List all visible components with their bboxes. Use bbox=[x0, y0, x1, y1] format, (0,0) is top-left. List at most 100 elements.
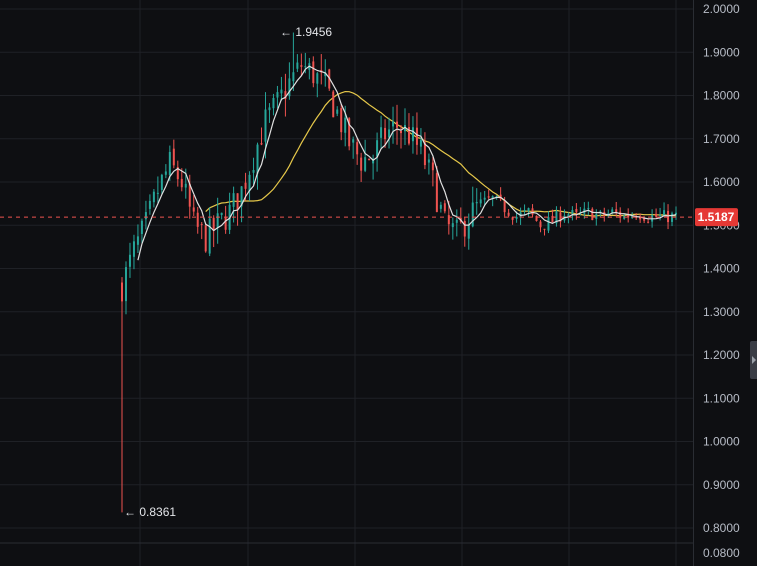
candle-body bbox=[144, 212, 147, 220]
candle-body bbox=[188, 183, 191, 207]
candle-body bbox=[276, 92, 279, 98]
candle-body bbox=[463, 220, 466, 237]
candle-body bbox=[539, 221, 542, 228]
candle-body bbox=[292, 72, 295, 82]
candle-body bbox=[248, 174, 251, 191]
candle-body bbox=[220, 212, 223, 216]
candle-body bbox=[216, 213, 219, 228]
candle-body bbox=[348, 118, 351, 147]
candle-body bbox=[236, 193, 239, 210]
candle-body bbox=[380, 127, 383, 138]
candle-body bbox=[551, 215, 554, 223]
candle-body bbox=[443, 203, 446, 212]
current-price-label: 1.5187 bbox=[698, 210, 735, 224]
candle-body bbox=[268, 107, 271, 111]
candle-body bbox=[224, 216, 227, 230]
y-tick-label: 1.3000 bbox=[703, 305, 740, 319]
candle-body bbox=[647, 221, 650, 223]
candle-body bbox=[344, 117, 347, 133]
candle-body bbox=[324, 72, 327, 77]
candlestick-series bbox=[121, 32, 678, 513]
candle-body bbox=[619, 211, 622, 218]
candle-body bbox=[547, 217, 550, 231]
candle-body bbox=[260, 143, 263, 145]
candle-body bbox=[471, 202, 474, 227]
candle-body bbox=[431, 162, 434, 171]
candle-body bbox=[479, 199, 482, 204]
y-tick-label: 1.6000 bbox=[703, 175, 740, 189]
candle-body bbox=[240, 186, 243, 207]
candle-body bbox=[192, 207, 195, 212]
candle-body bbox=[164, 171, 167, 175]
candle-body bbox=[312, 61, 315, 84]
candle-body bbox=[356, 142, 359, 155]
candle-body bbox=[515, 217, 518, 219]
y-tick-label: 1.8000 bbox=[703, 89, 740, 103]
candle-body bbox=[487, 196, 490, 198]
candle-body bbox=[415, 127, 418, 145]
candle-body bbox=[543, 228, 546, 230]
candle-body bbox=[643, 218, 646, 221]
candle-body bbox=[507, 212, 510, 216]
candle-body bbox=[172, 148, 175, 166]
chart-grid bbox=[0, 0, 694, 566]
candle-body bbox=[340, 108, 343, 133]
candle-body bbox=[128, 254, 131, 267]
candle-body bbox=[571, 210, 574, 214]
y-tick-label: 1.7000 bbox=[703, 132, 740, 146]
y-tick-label: 1.9000 bbox=[703, 45, 740, 59]
price-axis[interactable]: 2.00001.90001.80001.70001.60001.50001.40… bbox=[703, 2, 740, 535]
current-price-badge: 1.5187 bbox=[695, 208, 738, 227]
candle-body bbox=[124, 267, 127, 302]
candle-body bbox=[208, 218, 211, 254]
candle-body bbox=[627, 215, 630, 218]
candle-body bbox=[200, 223, 203, 225]
y-tick-label: 1.1000 bbox=[703, 391, 740, 405]
candle-body bbox=[659, 214, 662, 216]
candle-body bbox=[284, 91, 287, 100]
candle-body bbox=[136, 236, 139, 245]
candle-body bbox=[555, 211, 558, 224]
ma-fast-line bbox=[137, 65, 677, 261]
candle-body bbox=[400, 130, 402, 134]
candle-body bbox=[232, 193, 235, 207]
candle-body bbox=[304, 66, 307, 68]
candle-body bbox=[396, 121, 399, 128]
candle-body bbox=[252, 169, 255, 173]
axis-bottom-tick: 0.0800 bbox=[703, 546, 740, 560]
candle-body bbox=[168, 151, 171, 175]
candle-body bbox=[527, 208, 530, 212]
candle-body bbox=[447, 215, 450, 225]
candle-body bbox=[667, 210, 670, 223]
candle-body bbox=[244, 182, 247, 189]
candle-body bbox=[360, 157, 363, 171]
candle-body bbox=[587, 207, 590, 209]
candle-body bbox=[455, 219, 458, 223]
y-tick-label: 0.9000 bbox=[703, 478, 740, 492]
candle-body bbox=[264, 109, 267, 142]
candle-body bbox=[575, 208, 578, 213]
candle-body bbox=[511, 217, 514, 220]
candle-body bbox=[451, 223, 454, 228]
candle-body bbox=[176, 167, 179, 180]
candle-body bbox=[439, 204, 442, 209]
candle-body bbox=[655, 213, 658, 217]
candle-body bbox=[567, 214, 570, 217]
candle-body bbox=[212, 217, 215, 231]
low-annotation: ← 0.8361 bbox=[124, 505, 176, 519]
candle-body bbox=[491, 196, 494, 199]
candle-body bbox=[663, 210, 666, 216]
candle-body bbox=[156, 192, 159, 194]
candle-body bbox=[184, 183, 187, 188]
candle-body bbox=[591, 208, 594, 221]
axis-scroll-handle[interactable] bbox=[750, 341, 757, 379]
candle-body bbox=[364, 157, 367, 171]
candle-body bbox=[332, 91, 335, 118]
candle-body bbox=[535, 215, 538, 222]
candle-body bbox=[503, 200, 506, 213]
candle-body bbox=[388, 129, 391, 138]
candle-body bbox=[671, 213, 674, 222]
y-tick-label: 1.4000 bbox=[703, 262, 740, 276]
candle-body bbox=[611, 209, 614, 213]
